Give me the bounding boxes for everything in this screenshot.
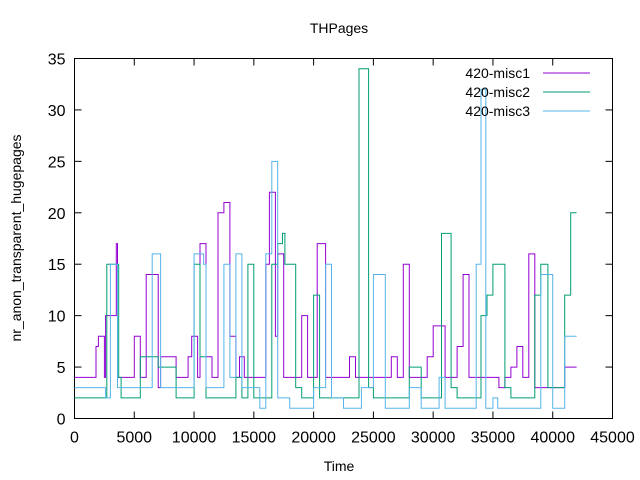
legend-label: 420-misc1: [465, 65, 530, 81]
y-tick-label: 35: [48, 52, 66, 69]
legend: 420-misc1 420-misc2 420-misc3: [465, 65, 590, 119]
y-tick-label: 0: [57, 412, 66, 429]
x-tick-label: 35000: [471, 430, 516, 447]
series-line-420-misc3: [74, 88, 577, 409]
x-tick-label: 40000: [530, 430, 575, 447]
y-tick-label: 15: [48, 257, 66, 274]
y-tick-label: 10: [48, 309, 66, 326]
legend-label: 420-misc3: [465, 103, 530, 119]
series-line-420-misc1: [74, 191, 577, 389]
plot-frame: [74, 58, 613, 419]
y-tick-label: 5: [57, 360, 66, 377]
x-tick-label: 25000: [351, 430, 396, 447]
y-axis: 0 5 10 15 20 25 30 35: [48, 52, 613, 429]
series-group: [74, 68, 577, 409]
x-axis: 0 5000 10000 15000 20000 25000 30000 35000 40000…: [70, 58, 635, 447]
x-tick-label: 20000: [291, 430, 336, 447]
chart-title: THPages: [310, 20, 368, 36]
y-tick-label: 20: [48, 206, 66, 223]
series-line-420-misc2: [74, 68, 577, 399]
x-tick-label: 30000: [411, 430, 456, 447]
x-axis-label: Time: [324, 458, 355, 474]
legend-label: 420-misc2: [465, 84, 530, 100]
x-tick-label: 45000: [590, 430, 635, 447]
y-tick-label: 30: [48, 103, 66, 120]
y-axis-label: nr_anon_transparent_hugepages: [8, 134, 24, 341]
x-tick-label: 0: [70, 430, 79, 447]
x-tick-label: 15000: [232, 430, 277, 447]
x-tick-label: 10000: [172, 430, 217, 447]
x-tick-label: 5000: [116, 430, 152, 447]
y-tick-label: 25: [48, 154, 66, 171]
